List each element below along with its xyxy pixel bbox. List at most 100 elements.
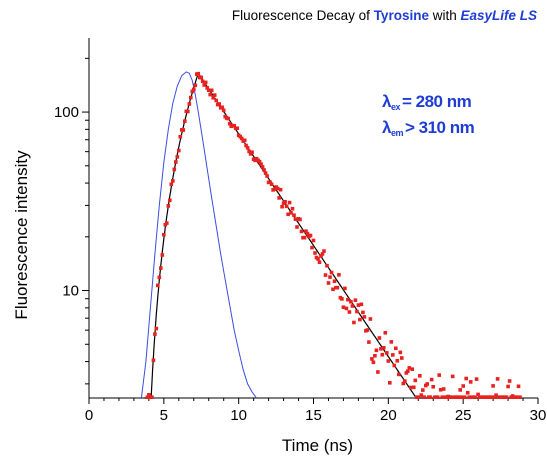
title-part-3: with	[428, 8, 461, 23]
lambda-symbol: λ	[382, 118, 391, 137]
decay-point	[337, 273, 341, 277]
decay-point	[275, 186, 280, 191]
decay-point	[162, 232, 166, 237]
excitation-text: = 280 nm	[401, 92, 472, 111]
y-tick-label: 10	[62, 283, 79, 300]
decay-point	[160, 253, 165, 257]
decay-point	[412, 385, 416, 390]
x-axis-label: Time (ns)	[281, 436, 354, 455]
decay-point	[313, 251, 317, 255]
decay-point	[441, 387, 446, 391]
decay-point	[295, 225, 299, 229]
decay-point	[459, 395, 464, 399]
decay-point	[365, 328, 370, 332]
decay-point	[178, 135, 183, 139]
decay-point	[169, 182, 174, 187]
decay-point	[247, 149, 251, 154]
decay-point	[397, 372, 401, 377]
decay-point	[227, 121, 232, 126]
decay-point	[419, 393, 424, 397]
decay-point	[208, 92, 212, 97]
decay-point	[292, 213, 296, 217]
decay-point	[489, 395, 494, 399]
y-tick-label: 100	[54, 104, 79, 121]
decay-point	[394, 346, 398, 351]
annotation-emission: λem > 310 nm	[382, 118, 475, 138]
tick-labels: 0 5 10 15 20 25 30 10 100	[54, 104, 546, 424]
decay-point	[465, 391, 470, 395]
decay-point	[153, 332, 157, 336]
decay-point	[298, 217, 302, 222]
decay-point	[362, 315, 367, 319]
decay-point	[272, 187, 277, 191]
decay-point	[193, 83, 198, 88]
decay-point	[317, 260, 322, 264]
decay-point	[356, 303, 361, 307]
irf-layer	[140, 71, 257, 399]
decay-point	[413, 378, 418, 383]
decay-point	[171, 179, 175, 183]
decay-point	[395, 359, 400, 363]
decay-point	[289, 211, 293, 215]
decay-point	[379, 347, 383, 351]
decay-point	[403, 379, 407, 383]
annotation-excitation: λex = 280 nm	[382, 92, 472, 112]
decay-point	[388, 381, 392, 385]
decay-point	[159, 266, 163, 270]
decay-point	[154, 326, 159, 331]
decay-point	[518, 395, 522, 399]
decay-point	[398, 350, 403, 355]
decay-point	[468, 380, 473, 384]
decay-point	[449, 395, 453, 399]
decay-point	[347, 310, 352, 314]
decay-point	[304, 229, 308, 233]
decay-point	[341, 305, 346, 309]
decay-point	[437, 373, 441, 377]
decay-point	[226, 116, 230, 121]
decay-point	[311, 238, 316, 243]
decay-point	[187, 102, 192, 106]
decay-point	[494, 393, 498, 397]
decay-point	[431, 385, 435, 389]
decay-point	[361, 310, 365, 315]
decay-point	[150, 395, 154, 399]
title-part-1: Fluorescence Decay of	[231, 8, 374, 23]
decay-point	[175, 155, 180, 159]
decay-point	[280, 204, 284, 209]
decay-point	[263, 171, 268, 175]
decay-point	[353, 298, 358, 302]
decay-point	[374, 348, 379, 353]
decay-point	[242, 138, 247, 143]
decay-point	[166, 204, 171, 208]
irf-curve	[140, 71, 257, 399]
decay-point	[262, 168, 266, 172]
decay-point	[283, 200, 287, 204]
decay-point	[495, 377, 500, 381]
decay-point	[406, 369, 410, 373]
decay-point	[504, 395, 509, 399]
title-part-4: EasyLife LS	[460, 8, 537, 23]
x-tick-label: 15	[305, 407, 322, 424]
decay-point	[386, 359, 391, 363]
decay-point	[257, 159, 262, 164]
decay-point	[299, 229, 304, 234]
decay-point	[322, 249, 326, 253]
decay-point	[332, 279, 337, 283]
decay-point	[319, 254, 323, 258]
decay-point	[429, 377, 434, 382]
points-layer	[145, 71, 522, 399]
decay-point	[269, 182, 274, 186]
decay-point	[156, 283, 160, 288]
decay-point	[358, 317, 362, 322]
decay-point	[147, 393, 151, 397]
lambda-sub-em: em	[390, 128, 404, 138]
lambda-symbol: λ	[382, 92, 391, 111]
decay-point	[308, 233, 313, 238]
decay-point	[151, 358, 156, 363]
decay-point	[373, 354, 377, 358]
decay-point	[239, 136, 244, 141]
decay-point	[464, 376, 468, 381]
decay-point	[410, 367, 415, 371]
decay-point	[290, 206, 295, 211]
decay-point	[343, 286, 347, 291]
